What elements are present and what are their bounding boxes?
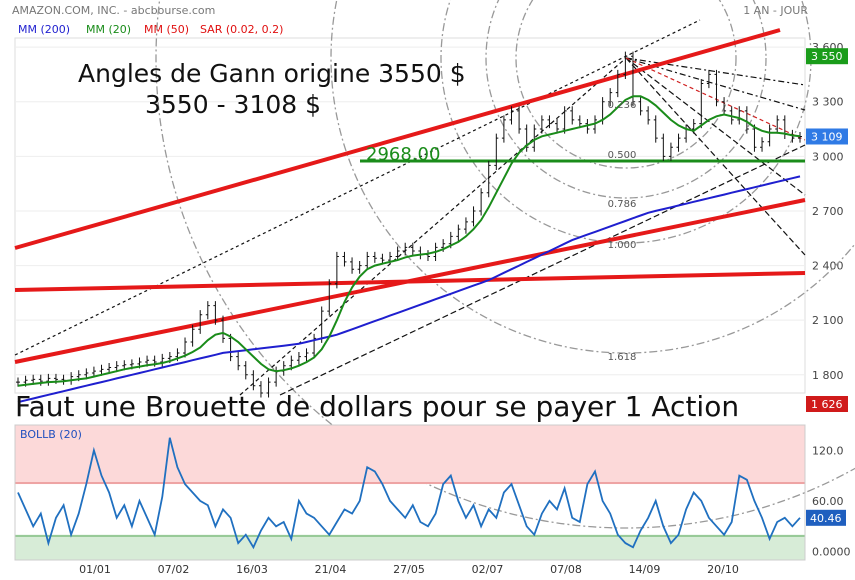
price-tags: 3 550 3 109 1 626 (806, 48, 848, 412)
price-tag: 1 626 (806, 396, 848, 412)
x-tick-label: 27/05 (393, 563, 425, 576)
gann-line-up-3 (279, 144, 806, 396)
fib-level-label: 1.618 (608, 352, 637, 363)
channel-lower (14, 271, 806, 292)
gann-line-down-4 (625, 57, 806, 256)
fib-level-label: 1.000 (608, 240, 637, 251)
annotation-range: 3550 - 3108 $ (145, 90, 321, 119)
x-tick-label: 16/03 (236, 563, 268, 576)
fib-level-label: 0.500 (608, 150, 637, 161)
bollb-current-label: 40.46 (810, 512, 842, 525)
x-tick-label: 21/04 (315, 563, 347, 576)
bollb-line (17, 437, 801, 550)
y-tick-label: 3 000 (812, 150, 844, 163)
bollb-y-tick: 60.00 (812, 495, 844, 508)
price-tag-label: 1 626 (811, 398, 843, 411)
gann-line-up-1 (14, 19, 701, 356)
x-tick-label: 20/10 (707, 563, 739, 576)
legend-mm200: MM (200) (18, 23, 70, 36)
bollb-title: BOLLB (20) (20, 428, 82, 441)
support-label: 2968.00 (366, 144, 440, 165)
bollb-current-bg (806, 509, 846, 526)
x-axis: 01/01 07/02 16/03 21/04 27/05 02/07 07/08 14/09… (79, 563, 739, 576)
price-tag-label: 3 550 (811, 50, 843, 63)
bollb-current-tag: 40.46 (806, 509, 846, 526)
gann-line-up-2 (239, 57, 627, 396)
gann-line-down-1 (625, 57, 806, 86)
bollb-overbought-zone (15, 425, 805, 485)
channel-top (14, 28, 781, 250)
annotation-gann-title: Angles de Gann origine 3550 $ (78, 59, 466, 88)
y-tick-label: 2 700 (812, 205, 844, 218)
x-tick-label: 02/07 (472, 563, 504, 576)
bollb-frame (14, 424, 806, 561)
gann-fan (14, 19, 806, 396)
gann-arc-5 (155, 0, 855, 529)
mm20-line (17, 95, 801, 387)
price-tag-bg (806, 396, 848, 412)
y-tick-label: 1 800 (812, 369, 844, 382)
legend-mm20: MM (20) (86, 23, 131, 36)
price-panel-frame (14, 37, 806, 394)
bollb-oversold-zone (15, 534, 805, 560)
legend-sar: SAR (0.02, 0.2) (200, 23, 283, 36)
price-tag: 3 550 (806, 48, 848, 65)
trend-channel (14, 28, 806, 364)
bollb-y-axis: 120.0 60.00 0.0000 40.46 (806, 444, 851, 559)
price-tag-label: 3 109 (811, 130, 843, 143)
gann-arc-1 (515, 0, 737, 169)
gann-line-down-3 (625, 57, 806, 196)
y-tick-label: 2 100 (812, 314, 844, 327)
bollb-y-tick: 120.0 (812, 444, 844, 457)
fib-labels: 0.236 0.500 0.786 1.000 1.618 (608, 100, 637, 363)
gann-arc-2 (485, 0, 767, 199)
x-tick-label: 07/02 (158, 563, 190, 576)
x-tick-label: 14/09 (629, 563, 661, 576)
price-tag-bg (806, 48, 848, 65)
x-tick-label: 07/08 (550, 563, 582, 576)
price-tag: 3 109 (806, 128, 848, 145)
gann-line-red (625, 57, 806, 141)
mm200-line (17, 175, 801, 404)
gann-arc-4 (330, 0, 855, 354)
source-title: AMAZON.COM, INC. - abcbourse.com (12, 4, 215, 17)
period-label: 1 AN - JOUR (743, 4, 808, 17)
bollb-y-tick: 0.0000 (812, 546, 851, 559)
fib-level-label: 0.236 (608, 100, 637, 111)
legend-mm50: MM (50) (144, 23, 189, 36)
y-tick-label: 3 300 (812, 96, 844, 109)
annotation-bottom: Faut une Brouette de dollars pour se pay… (15, 390, 739, 423)
bollb-panel: BOLLB (20) 120.0 60.00 0.0000 40.46 (14, 424, 851, 561)
y-tick-label: 2 400 (812, 260, 844, 273)
x-tick-label: 01/01 (79, 563, 111, 576)
price-grid (15, 46, 805, 376)
fib-level-label: 0.786 (608, 199, 637, 210)
price-tag-bg (806, 128, 848, 145)
